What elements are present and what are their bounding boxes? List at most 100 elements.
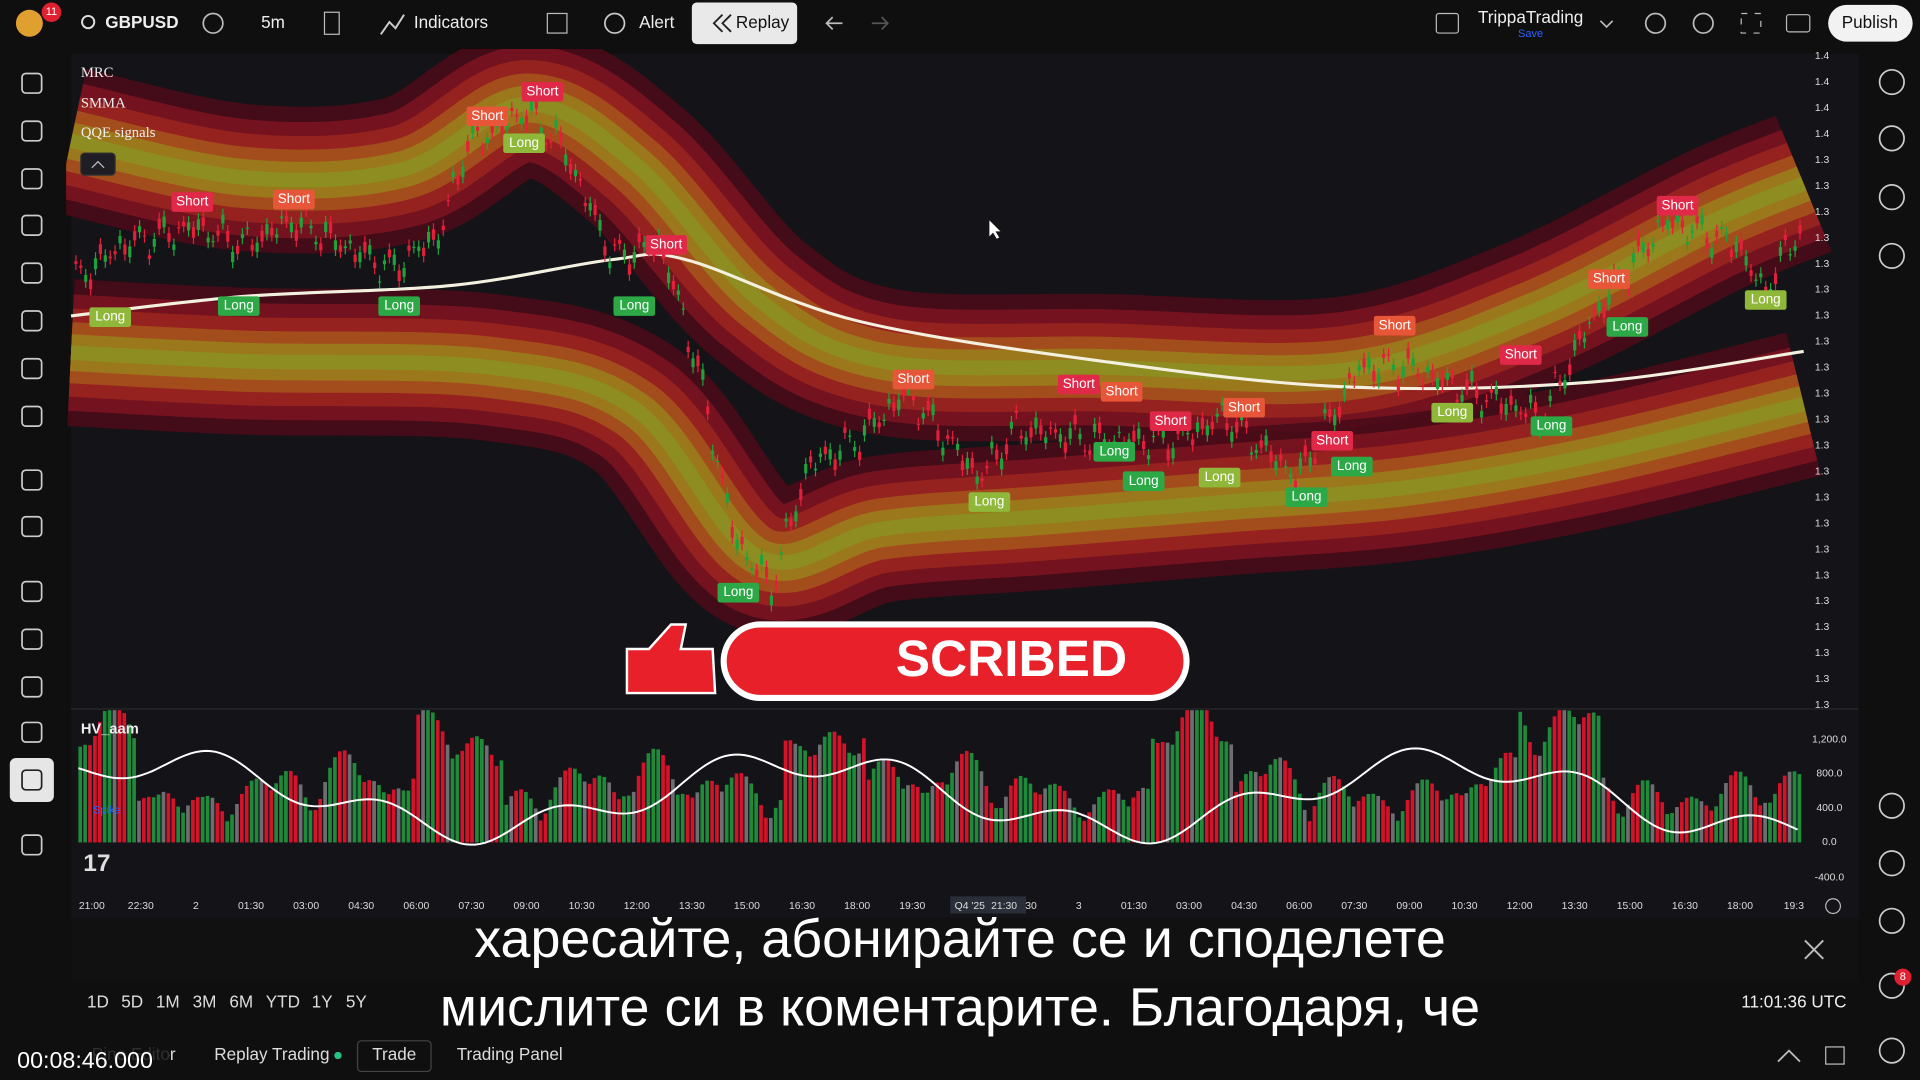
redo[interactable] [871,16,889,30]
signal-box [1149,411,1192,432]
price-label: 1.3 [1815,700,1830,711]
candle-body [1700,214,1704,225]
candle-body [84,275,88,282]
right-tool-icon[interactable] [1878,792,1905,819]
range-button[interactable]: 5Y [346,991,368,1011]
tool-icon[interactable] [21,676,43,698]
candle-body [1000,458,1004,470]
range-button[interactable]: 3M [193,991,217,1011]
logo[interactable] [15,9,43,37]
subscribe-button[interactable] [720,621,1190,702]
volume-bar [1562,710,1567,843]
settings[interactable] [1692,12,1714,34]
tool-icon[interactable] [21,168,43,190]
replay[interactable]: Replay [736,12,790,32]
axis-settings[interactable] [1825,898,1842,915]
legend-item[interactable]: SMMA [81,95,126,111]
volume-bar [1611,800,1616,843]
indicators-icon[interactable] [380,14,405,35]
volume-bar [342,750,347,843]
tool-icon[interactable] [21,357,43,380]
timestamp: 00:08:46.000 [17,1047,153,1073]
tool-icon[interactable] [21,769,43,791]
range-button[interactable]: 1M [156,991,180,1011]
candle-body [1171,448,1175,459]
volume-bar [979,771,984,843]
candle-body [211,240,215,243]
candle-body [1440,376,1445,387]
panel-tab[interactable]: Trade [372,1044,416,1064]
legend-collapse[interactable] [80,152,116,176]
publish-button[interactable] [1828,4,1913,42]
close-subtitle[interactable] [1804,939,1824,960]
tool-icon[interactable] [21,721,43,743]
chart-type-icon[interactable] [323,11,340,35]
tool-icon[interactable] [21,580,43,603]
replay-button[interactable] [691,2,798,45]
range-button[interactable]: 5D [121,991,143,1011]
maximize-panel[interactable] [1825,1046,1845,1065]
right-tool-icon[interactable] [1878,907,1905,934]
candle-body [1671,217,1675,228]
right-tool-icon[interactable] [1878,125,1905,152]
add-symbol[interactable] [202,12,224,34]
legend-item[interactable]: QQE signals [81,125,156,141]
tool-icon[interactable] [21,310,43,332]
volume-bar [538,820,543,843]
fullscreen[interactable] [1740,12,1762,34]
indicators[interactable]: Indicators [414,12,488,32]
signal-label: Long [723,584,753,599]
volume-title[interactable]: HV_aam [81,722,139,738]
alert[interactable]: Alert [639,12,674,32]
candle-body [774,580,778,588]
range-button[interactable]: 1Y [312,991,334,1011]
tool-icon[interactable] [21,120,43,142]
tool-icon[interactable] [21,515,43,538]
candle-body [1323,408,1327,414]
alert-icon[interactable] [604,12,626,34]
account-menu[interactable] [1599,20,1614,29]
panel-tab[interactable]: Trading Panel [457,1044,563,1064]
quick-search[interactable] [1644,12,1667,34]
tool-icon[interactable] [21,214,43,236]
right-tool-icon[interactable] [1878,68,1905,96]
subtitle-line: харесайте, абонирайте се и споделете [474,909,1446,969]
candle-body [118,236,122,244]
right-tool-icon[interactable] [1878,972,1905,999]
account[interactable]: TrippaTrading [1478,7,1583,27]
right-tool-icon[interactable] [1878,184,1905,211]
volume-bar [700,784,705,843]
tool-icon[interactable] [21,834,43,856]
range-button[interactable]: YTD [266,991,300,1011]
search-icon[interactable] [81,14,96,30]
screenshot[interactable] [1785,14,1811,33]
expand-panel[interactable] [1777,1049,1801,1063]
tool-icon[interactable] [21,405,43,427]
publish[interactable]: Publish [1842,12,1898,32]
volume-bar [112,710,117,843]
tool-icon[interactable] [21,72,43,94]
save[interactable]: Save [1518,28,1543,40]
tool-icon[interactable] [21,469,43,491]
symbol[interactable]: GBPUSD [105,12,178,32]
volume-bar [1366,794,1371,843]
right-tool-icon[interactable] [1878,1037,1905,1064]
layout-icon[interactable] [1435,12,1459,34]
legend-item[interactable]: MRC [81,65,114,81]
tool-icon[interactable] [21,628,43,650]
volume-bar [264,783,269,843]
range-button[interactable]: 1D [87,991,109,1011]
range-button[interactable]: 6M [229,991,253,1011]
right-tool-icon[interactable] [1878,850,1905,877]
panel-tab[interactable]: Replay Trading [214,1044,329,1064]
candle-body [133,231,137,241]
candle-body [1338,406,1342,418]
right-tool-icon[interactable] [1878,242,1905,270]
interval[interactable]: 5m [261,12,285,32]
volume-bar [597,775,602,843]
tool-icon[interactable] [21,262,43,284]
undo[interactable] [825,16,843,30]
candle-body [373,262,377,269]
layouts-icon[interactable] [546,12,568,34]
time-label: 06:00 [1286,901,1312,912]
